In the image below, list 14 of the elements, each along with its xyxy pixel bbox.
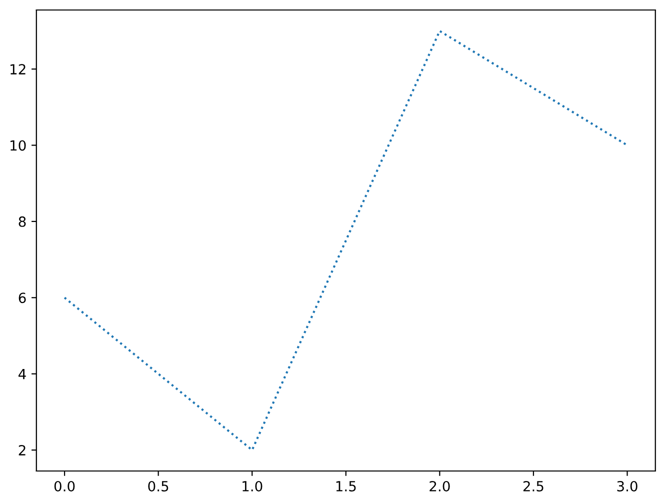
x-tick-label: 3.0	[617, 480, 638, 492]
y-tick-label: 6	[18, 292, 26, 304]
y-tick-label: 10	[10, 140, 26, 151]
line-series	[64, 30, 628, 452]
x-tick-label: 0.5	[148, 480, 168, 492]
x-tick-label: 0.0	[54, 480, 75, 492]
x-tick-label: 2.5	[523, 480, 544, 492]
y-tick-label: 4	[18, 369, 26, 380]
x-tick-label: 2.0	[430, 480, 450, 492]
y-tick-label: 8	[18, 216, 26, 227]
y-tick-label: 2	[18, 445, 26, 456]
x-tick-label: 1.0	[242, 480, 262, 492]
x-tick-label: 1.5	[336, 481, 356, 492]
y-tick-label: 12	[10, 64, 26, 74]
